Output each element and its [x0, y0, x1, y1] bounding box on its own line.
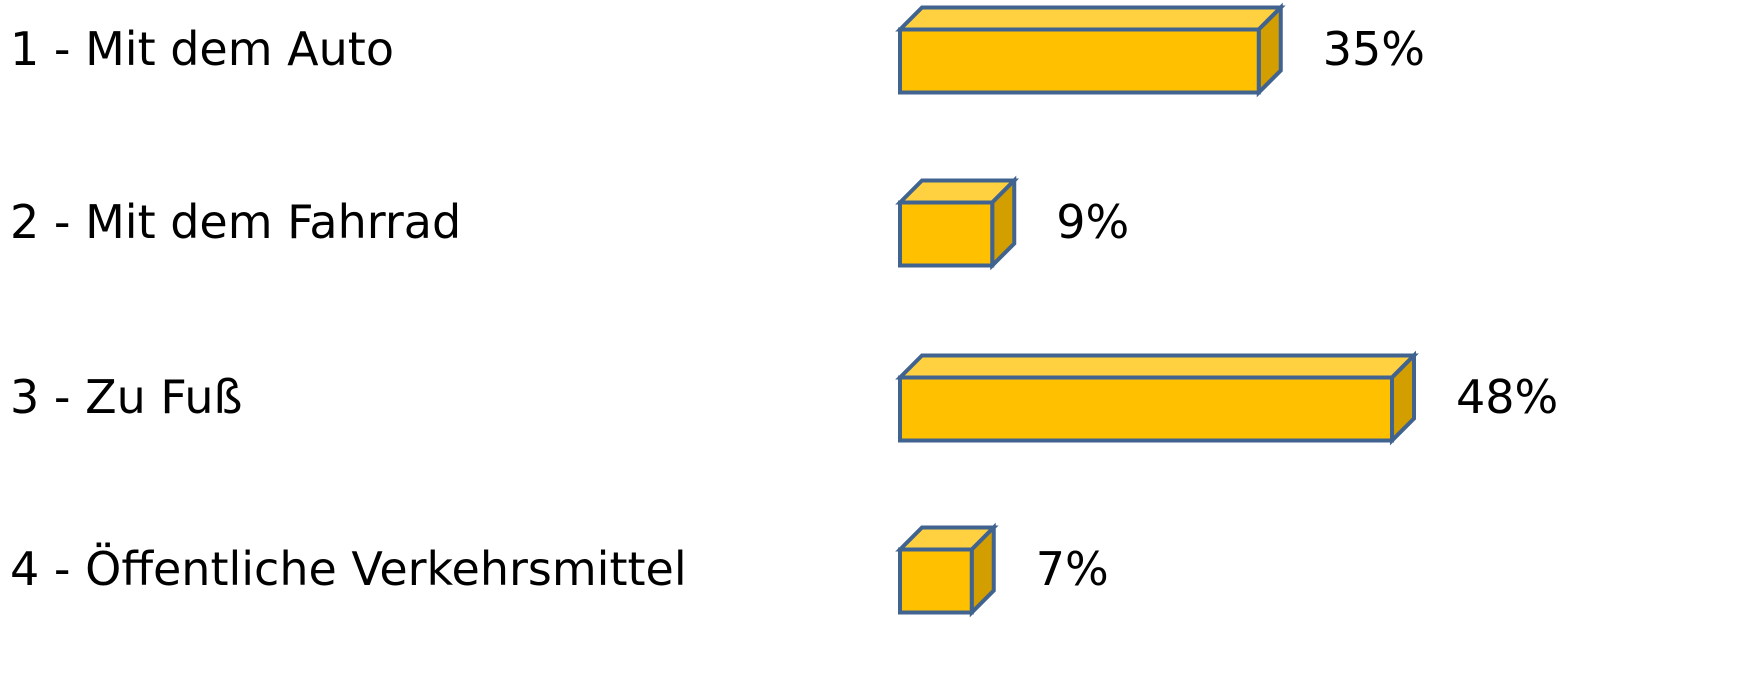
- value-label-auto: 35%: [1322, 22, 1425, 76]
- bar-front-face-fahrrad: [898, 200, 995, 268]
- bar-front-face-auto: [898, 27, 1261, 95]
- bar-top-face-zu-fuss: [895, 353, 1419, 380]
- bar-front-face-oepnv: [898, 547, 974, 615]
- category-label-oepnv: 4 - Öffentliche Verkehrsmittel: [10, 542, 687, 596]
- bar-auto: [895, 2, 1286, 98]
- value-label-fahrrad: 9%: [1056, 195, 1130, 249]
- category-label-auto: 1 - Mit dem Auto: [10, 22, 394, 76]
- category-label-fahrrad: 2 - Mit dem Fahrrad: [10, 195, 462, 249]
- bar-zu-fuss: [895, 350, 1419, 446]
- bar-fahrrad: [895, 175, 1020, 271]
- bar-oepnv: [895, 522, 999, 618]
- bar-front-face-zu-fuss: [898, 375, 1394, 443]
- value-label-zu-fuss: 48%: [1456, 370, 1559, 424]
- category-label-zu-fuss: 3 - Zu Fuß: [10, 370, 243, 424]
- bar-top-face-auto: [895, 5, 1286, 32]
- value-label-oepnv: 7%: [1035, 542, 1109, 596]
